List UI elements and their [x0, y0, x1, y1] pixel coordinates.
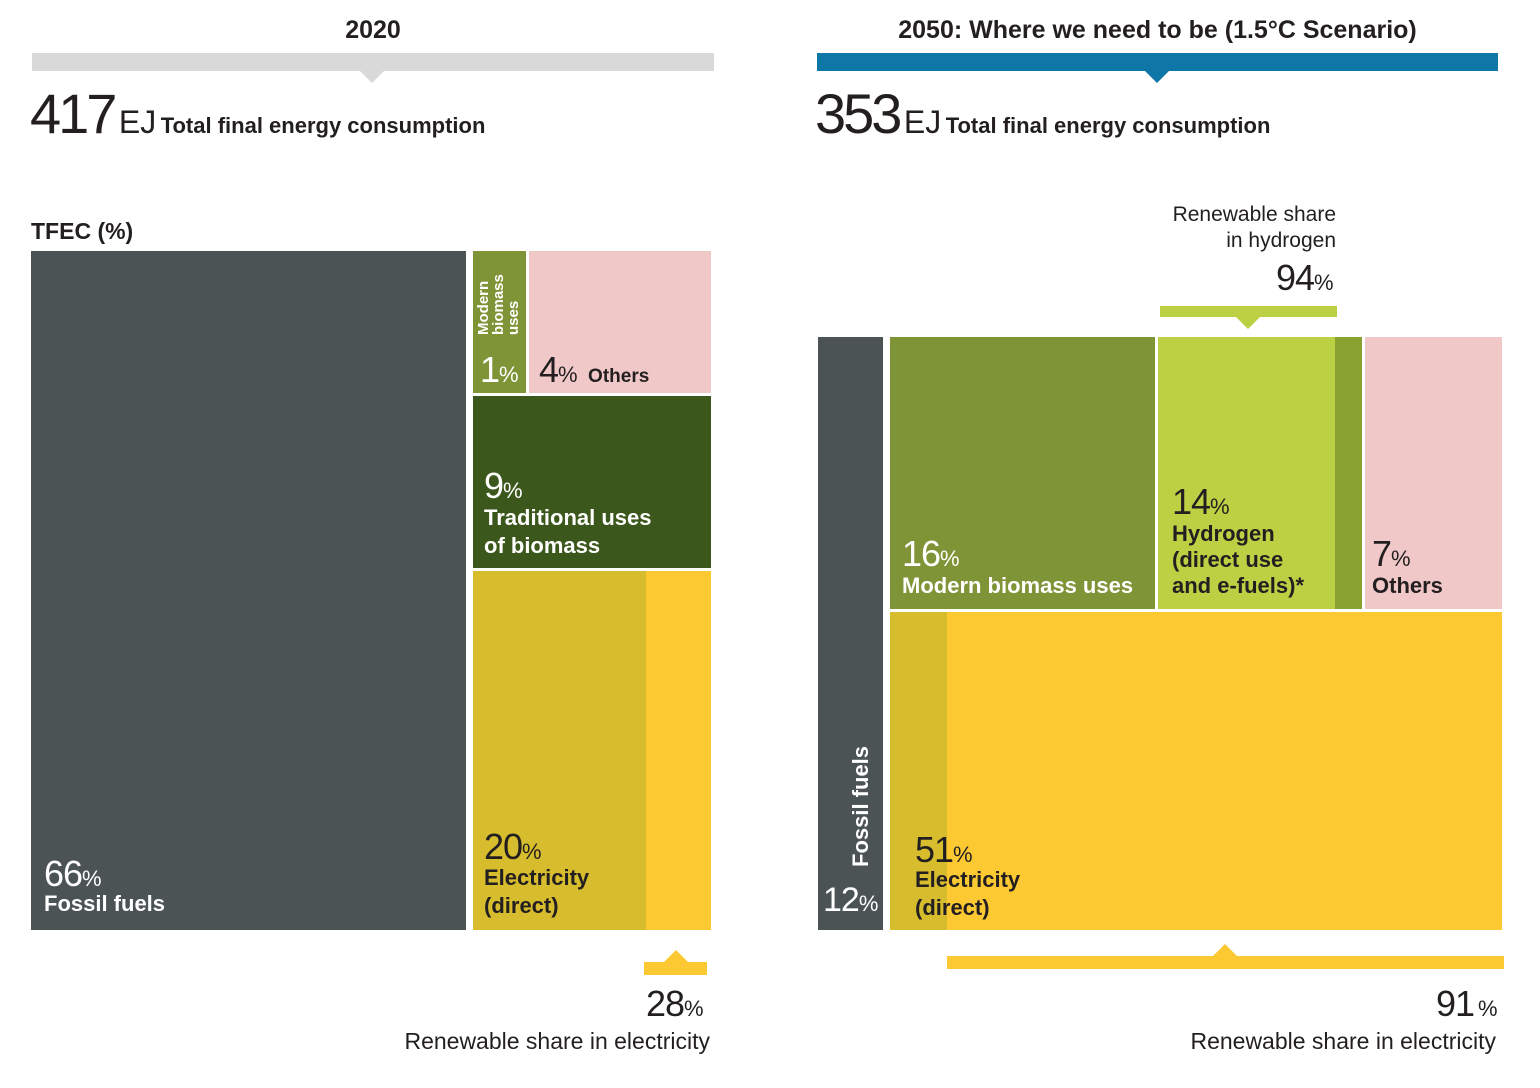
- renew-elec-2050-pointer: [1213, 944, 1237, 956]
- renew-h2-bracket: [1160, 306, 1337, 317]
- tile-2050-hydrogen: 14% Hydrogen (direct use and e-fuels)*: [1158, 337, 1362, 609]
- header-bar-2050-pointer: [1145, 71, 1169, 83]
- others-2020-label: Others: [588, 366, 650, 387]
- header-bar-2050: [817, 53, 1498, 71]
- total-2050-label: Total final energy consumption: [945, 113, 1271, 138]
- fossil-2050-pct: 12%: [823, 881, 879, 919]
- total-2020: 417 EJ Total final energy consumption: [30, 86, 485, 142]
- total-2050-value: 353: [815, 82, 902, 145]
- electricity-2020-renewable-part: [646, 571, 711, 930]
- total-2020-value: 417: [30, 82, 117, 145]
- header-2020: 2020: [345, 16, 401, 44]
- others-2020-pct: 4%: [539, 349, 578, 390]
- others-2050-label: Others: [1372, 573, 1443, 598]
- renew-h2-label: Renewable share in hydrogen: [1172, 203, 1336, 252]
- modern-biomass-2050-label: Modern biomass uses: [902, 573, 1134, 598]
- tile-2050-electricity: 51% Electricity (direct): [890, 612, 1502, 930]
- hydrogen-2050-pct: 14%: [1172, 481, 1230, 522]
- total-2050: 353 EJ Total final energy consumption: [815, 86, 1270, 142]
- renew-elec-2050-pct: 91%: [1436, 983, 1498, 1024]
- fossil-2050-label: Fossil fuels: [848, 745, 873, 867]
- hydrogen-2050-nonrenewable-part: [1335, 337, 1362, 609]
- tile-2050-fossil-fuels: Fossil fuels 12%: [818, 337, 883, 930]
- tile-2020-traditional-biomass: 9% Traditional uses of biomass: [473, 396, 711, 568]
- renew-elec-2050-bracket: [947, 956, 1504, 969]
- renew-elec-2020-label: Renewable share in electricity: [404, 1028, 710, 1054]
- electricity-2020-label: Electricity (direct): [484, 865, 590, 918]
- total-2050-unit: EJ: [903, 104, 942, 140]
- renew-elec-2050-label: Renewable share in electricity: [1190, 1028, 1496, 1054]
- traditional-2020-pct: 9%: [484, 465, 523, 506]
- tile-2020-electricity: 20% Electricity (direct): [473, 571, 711, 930]
- electricity-2020-pct: 20%: [484, 826, 542, 867]
- header-2050: 2050: Where we need to be (1.5°C Scenari…: [898, 16, 1417, 44]
- renew-elec-2020-pointer: [664, 950, 688, 962]
- electricity-2050-label: Electricity (direct): [915, 867, 1021, 920]
- others-2020: 4% Others: [539, 352, 649, 388]
- tile-2020-modern-biomass: Modern biomass uses 1%: [473, 251, 526, 393]
- electricity-2050-nonrenewable-part: [890, 612, 947, 930]
- modern-biomass-2020-label: Modern biomass uses: [475, 274, 522, 335]
- tile-2050-others: 7% Others: [1365, 337, 1502, 609]
- modern-biomass-2020-pct: 1%: [480, 349, 519, 390]
- tile-2020-others: 4% Others: [529, 251, 711, 393]
- renew-h2-pct: 94%: [1276, 257, 1334, 298]
- electricity-2050-pct: 51%: [915, 829, 973, 870]
- header-bar-2020: [32, 53, 714, 71]
- renew-elec-2020-pct: 28%: [646, 983, 704, 1024]
- hydrogen-2050-label: Hydrogen (direct use and e-fuels)*: [1172, 521, 1305, 598]
- total-2020-label: Total final energy consumption: [160, 113, 486, 138]
- others-2050-pct: 7%: [1372, 533, 1411, 574]
- traditional-2020-label: Traditional uses of biomass: [484, 505, 652, 558]
- modern-biomass-2050-pct: 16%: [902, 533, 960, 574]
- tile-2020-fossil-fuels: 66% Fossil fuels: [31, 251, 466, 930]
- total-2020-unit: EJ: [118, 104, 157, 140]
- header-bar-2020-pointer: [360, 71, 384, 83]
- renew-h2-pointer: [1236, 317, 1260, 329]
- tile-2050-modern-biomass: 16% Modern biomass uses: [890, 337, 1155, 609]
- tfec-axis-label: TFEC (%): [31, 218, 134, 244]
- fossil-2020-label: Fossil fuels: [44, 891, 166, 916]
- fossil-2020-pct: 66%: [44, 853, 102, 894]
- renew-elec-2020-bracket: [644, 962, 707, 975]
